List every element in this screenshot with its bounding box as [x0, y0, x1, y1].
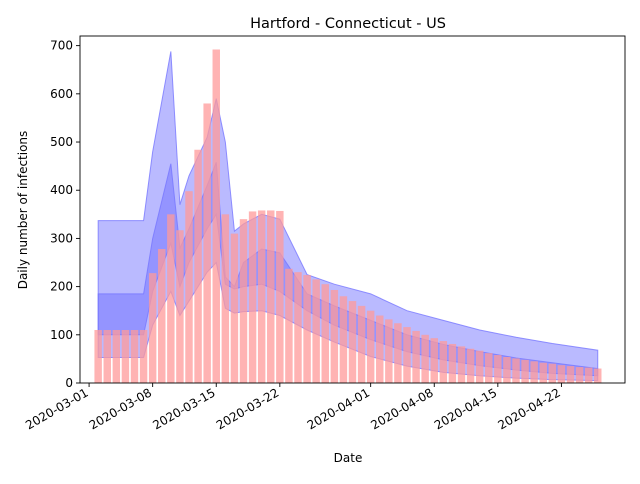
bar	[475, 350, 484, 383]
bar	[203, 103, 211, 383]
bar	[539, 362, 547, 383]
y-tick-label: 100	[50, 328, 73, 342]
x-tick-label: 2020-04-08	[368, 385, 435, 432]
x-tick-label: 2020-03-08	[87, 385, 154, 432]
bar	[385, 319, 393, 383]
bar	[521, 359, 529, 383]
bar	[357, 305, 366, 383]
bar	[348, 301, 357, 383]
bar	[230, 233, 239, 383]
x-tick-label: 2020-04-22	[496, 385, 563, 432]
bar	[575, 367, 584, 383]
bar	[330, 289, 339, 383]
y-tick-label: 200	[50, 280, 73, 294]
y-tick-label: 300	[50, 231, 73, 245]
y-tick-label: 0	[65, 376, 73, 390]
bar	[448, 343, 457, 383]
bar	[403, 327, 411, 383]
bar	[103, 329, 111, 383]
bar	[376, 315, 384, 383]
bar	[557, 365, 566, 383]
bar	[267, 210, 275, 383]
bar	[285, 268, 293, 383]
chart-title: Hartford - Connecticut - US	[250, 16, 446, 32]
bar	[594, 368, 602, 383]
bar	[584, 367, 593, 383]
bar	[439, 341, 448, 383]
bar	[430, 338, 438, 383]
bar	[176, 230, 184, 383]
bar	[239, 219, 248, 383]
bar	[412, 330, 420, 383]
bar	[212, 49, 220, 384]
y-tick-label: 700	[50, 39, 73, 53]
y-tick-label: 500	[50, 135, 73, 149]
bar	[421, 334, 429, 383]
bar	[494, 355, 502, 383]
x-tick-label: 2020-03-15	[150, 385, 217, 432]
bar	[457, 346, 466, 383]
x-tick-label: 2020-04-01	[305, 385, 372, 432]
bar	[512, 358, 520, 383]
bar	[566, 366, 575, 383]
bar	[485, 353, 493, 383]
x-axis-label: Date	[334, 451, 363, 465]
bar	[194, 149, 202, 383]
bar	[94, 329, 102, 383]
y-axis-label: Daily number of infections	[16, 131, 30, 290]
y-tick-label: 600	[50, 87, 73, 101]
bar	[112, 329, 121, 383]
bar	[121, 329, 130, 383]
bar	[530, 361, 538, 383]
bar-series	[94, 49, 602, 384]
bar	[366, 310, 375, 383]
x-tick-label: 2020-04-15	[432, 385, 499, 432]
bar	[321, 284, 329, 383]
x-tick-label: 2020-03-22	[214, 385, 281, 432]
bar	[148, 273, 157, 383]
bar	[139, 329, 148, 383]
bar	[394, 323, 402, 383]
x-tick-label: 2020-03-01	[23, 385, 90, 432]
bar	[167, 214, 175, 383]
bar	[548, 363, 557, 383]
bar	[466, 348, 475, 383]
bar	[248, 211, 257, 383]
bar	[185, 191, 193, 383]
bar	[130, 329, 139, 383]
y-tick-label: 400	[50, 183, 73, 197]
plot-frame	[79, 35, 626, 384]
bar	[303, 275, 311, 383]
bar	[503, 356, 511, 383]
bar	[221, 214, 230, 383]
bar	[339, 296, 348, 383]
bar	[294, 272, 302, 383]
bar	[158, 249, 166, 383]
bar	[257, 210, 266, 383]
bar	[312, 279, 320, 383]
bar	[276, 210, 284, 383]
